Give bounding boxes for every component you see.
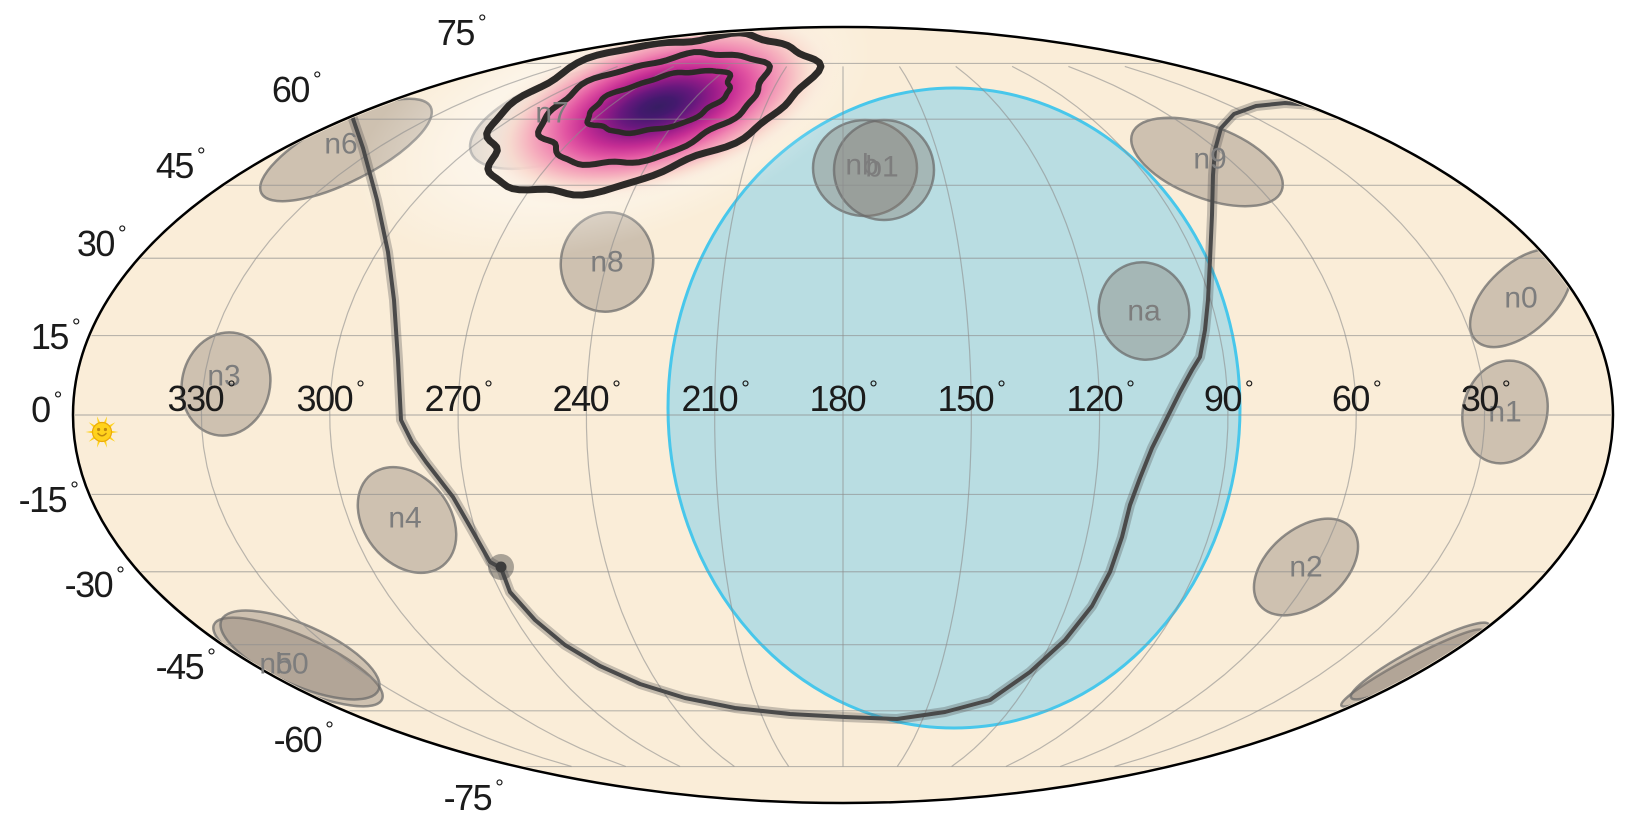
lat-tick-label--45: -45 ° (156, 644, 216, 687)
lon-tick-label-90: 90 ° (1204, 376, 1253, 419)
detector-ellipse-b1 (832, 118, 936, 222)
lon-tick-label-210: 210 ° (682, 376, 750, 419)
map-border-ellipse (71, 25, 1615, 805)
galactic-center-marker (488, 554, 514, 580)
lon-tick-labels: 330 ° 300 ° 270 ° 240 ° 210 ° 180 ° 150 ° 120 ° 90 ° 60 ° 30… (168, 376, 1512, 419)
earth-shadow-region (666, 86, 1242, 730)
sun-ray (96, 416, 101, 424)
sun-eye-right (103, 427, 107, 432)
lat-tick-label--75: -75 ° (444, 775, 504, 818)
detector-ellipse-n2 (1252, 517, 1360, 617)
meridian--5 (200, 65, 572, 768)
probability-contour-2 (535, 49, 773, 168)
meridian-1 (896, 66, 972, 767)
lat-tick-label-75: 75 ° (437, 10, 486, 53)
map-outline (71, 25, 1615, 805)
detector-label-n8: n8 (590, 246, 623, 279)
detector-label-n1: n1 (1488, 396, 1521, 429)
detector-label-n6: n6 (324, 128, 357, 161)
lon-tick-label-330: 330 ° (168, 376, 236, 419)
detector-label-n3: n3 (207, 360, 240, 393)
galactic-plane-path (348, 101, 1324, 721)
lat-tick-label--15: -15 ° (19, 477, 79, 520)
detector-ellipse-n3 (180, 331, 272, 437)
earth-shadow-ellipse (666, 86, 1242, 730)
meridian-3 (1005, 65, 1229, 768)
lon-tick-label-240: 240 ° (553, 376, 621, 419)
sun-body (91, 421, 113, 443)
detector-ellipse-n4 (356, 465, 458, 575)
detector-label-nb: nb (845, 149, 878, 182)
detector-label-n9: n9 (1193, 143, 1226, 176)
lon-tick-label-30: 30 ° (1461, 376, 1510, 419)
lat-tick-label-30: 30 ° (77, 221, 126, 264)
lon-tick-label-60: 60 ° (1332, 376, 1381, 419)
galactic-center-inner-dot (495, 561, 507, 573)
lon-tick-label-120: 120 ° (1067, 376, 1135, 419)
localization-contours (483, 29, 825, 199)
meridian--1 (714, 66, 790, 767)
detector-label-b1: b1 (865, 151, 898, 184)
sun-smile (97, 432, 107, 437)
lat-tick-label-0: 0 ° (31, 387, 62, 430)
meridian-4 (1059, 65, 1357, 768)
lon-tick-label-300: 300 ° (297, 376, 365, 419)
lat-tick-label--60: -60 ° (274, 717, 334, 760)
meridian-2 (951, 65, 1101, 767)
sun-ray (103, 416, 108, 424)
meridian--4 (329, 65, 627, 768)
detector-label-b0: b0 (275, 648, 308, 681)
detector-label-n0: n0 (1504, 282, 1537, 315)
lat-tick-label-15: 15 ° (31, 314, 80, 357)
detector-label-n4: n4 (388, 502, 421, 535)
detector-label-n7: n7 (535, 97, 568, 130)
detector-footprints (180, 65, 1574, 708)
sun-ray (103, 440, 108, 448)
lat-tick-label--30: -30 ° (65, 562, 125, 605)
graticule (75, 62, 1611, 768)
galactic-plane-line (345, 98, 1327, 724)
lat-tick-labels: 75 ° 60 ° 45 ° 30 ° 15 ° 0 ° -15 ° -30 ° -45 ° -60 ° -75 ° (19, 10, 505, 818)
meridian-5 (1114, 65, 1486, 768)
sun-ray (85, 430, 94, 434)
probability-contour-3 (584, 67, 734, 137)
sun-ray (110, 430, 119, 434)
lat-tick-label-45: 45 ° (156, 143, 205, 186)
meridian--2 (585, 65, 735, 767)
lon-tick-label-180: 180 ° (810, 376, 878, 419)
sun-marker (85, 416, 119, 448)
lon-tick-label-150: 150 ° (938, 376, 1006, 419)
sun-ray (96, 440, 101, 448)
probability-contour-1 (483, 29, 825, 199)
detector-label-na: na (1127, 295, 1161, 328)
lat-tick-label-60: 60 ° (272, 67, 321, 110)
detector-label-n2: n2 (1289, 551, 1322, 584)
lon-tick-label-270: 270 ° (425, 376, 493, 419)
detector-label-n5: n5 (259, 648, 292, 681)
sun-eye-left (97, 427, 101, 432)
